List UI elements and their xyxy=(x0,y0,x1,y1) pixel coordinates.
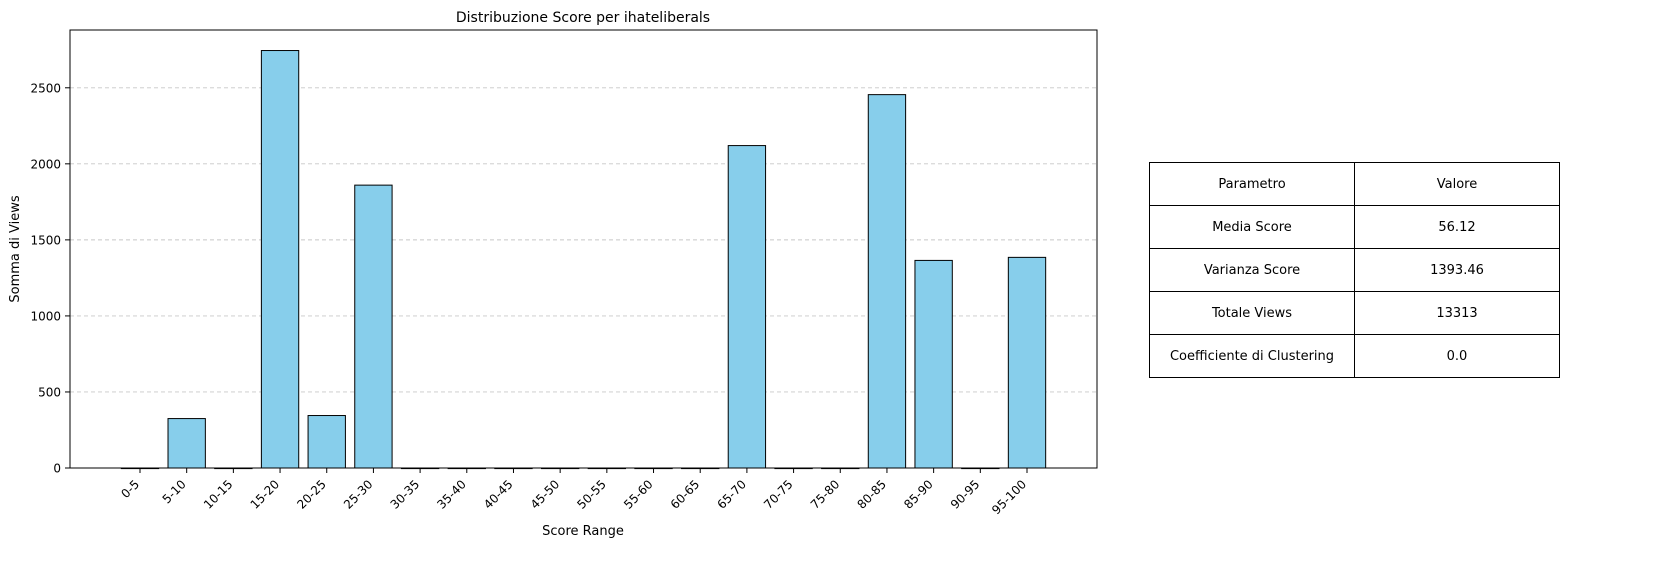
plot-frame xyxy=(69,29,1098,469)
x-tick-label: 40-45 xyxy=(481,477,516,512)
x-tick-label: 80-85 xyxy=(855,477,890,512)
y-tick-label: 500 xyxy=(38,385,61,399)
y-tick-label: 0 xyxy=(53,462,61,476)
table-cell: 0.0 xyxy=(1354,334,1560,378)
y-tick-label: 1000 xyxy=(30,309,61,323)
x-tick-label: 25-30 xyxy=(341,477,376,512)
x-tick-label: 10-15 xyxy=(201,477,236,512)
table-header-cell: Valore xyxy=(1354,162,1560,206)
x-tick-label: 85-90 xyxy=(901,477,936,512)
x-tick-label: 55-60 xyxy=(621,477,656,512)
x-tick-label: 90-95 xyxy=(948,477,983,512)
bar-chart: 0 500 1000 1500 2000 2500 0-5 5-10 10-15 15-20 20… xyxy=(8,10,1098,539)
bar xyxy=(727,145,767,469)
bar xyxy=(167,418,206,469)
y-tick-label: 2000 xyxy=(30,157,61,171)
x-tick-label: 60-65 xyxy=(668,477,703,512)
chart-title: Distribuzione Score per ihateliberals xyxy=(456,10,710,26)
table-header-cell: Parametro xyxy=(1149,162,1355,206)
table-header-row: Parametro Valore xyxy=(1149,162,1560,206)
x-tick-label: 45-50 xyxy=(528,477,563,512)
x-axis-label: Score Range xyxy=(542,524,624,539)
table-cell: 1393.46 xyxy=(1354,248,1560,292)
table-cell: Media Score xyxy=(1149,205,1355,249)
table-row: Varianza Score 1393.46 xyxy=(1149,248,1560,292)
x-tick-label: 15-20 xyxy=(248,477,283,512)
y-tick-label: 2500 xyxy=(30,81,61,95)
table-row: Media Score 56.12 xyxy=(1149,205,1560,249)
x-tick-label: 50-55 xyxy=(574,477,609,512)
x-tick-label: 75-80 xyxy=(808,477,843,512)
x-axis: 0-5 5-10 10-15 15-20 20-25 25-30 30-35 35-40 40-… xyxy=(118,468,1029,517)
y-axis-label: Somma di Views xyxy=(8,195,23,302)
table-cell: 13313 xyxy=(1354,291,1560,335)
table-cell: Totale Views xyxy=(1149,291,1355,335)
y-axis: 0 500 1000 1500 2000 2500 xyxy=(30,81,70,476)
table-cell: Coefficiente di Clustering xyxy=(1149,334,1355,378)
bars xyxy=(120,50,1047,470)
bar xyxy=(1007,256,1047,469)
table-row: Totale Views 13313 xyxy=(1149,291,1560,335)
x-tick-label: 65-70 xyxy=(714,477,749,512)
x-tick-label: 5-10 xyxy=(160,477,189,506)
bar xyxy=(260,50,300,469)
table-cell: Varianza Score xyxy=(1149,248,1355,292)
bar xyxy=(307,415,346,469)
bar xyxy=(867,94,907,469)
y-tick-label: 1500 xyxy=(30,233,61,247)
x-tick-label: 95-100 xyxy=(989,477,1029,517)
table-row: Coefficiente di Clustering 0.0 xyxy=(1149,334,1560,378)
table-cell: 56.12 xyxy=(1354,205,1560,249)
stats-table: Parametro Valore Media Score 56.12 Varia… xyxy=(1149,162,1560,378)
x-tick-label: 0-5 xyxy=(118,477,142,501)
x-tick-label: 30-35 xyxy=(388,477,423,512)
x-tick-label: 20-25 xyxy=(294,477,329,512)
x-tick-label: 70-75 xyxy=(761,477,796,512)
x-tick-label: 35-40 xyxy=(434,477,469,512)
bar xyxy=(914,259,953,469)
bar xyxy=(354,184,393,469)
